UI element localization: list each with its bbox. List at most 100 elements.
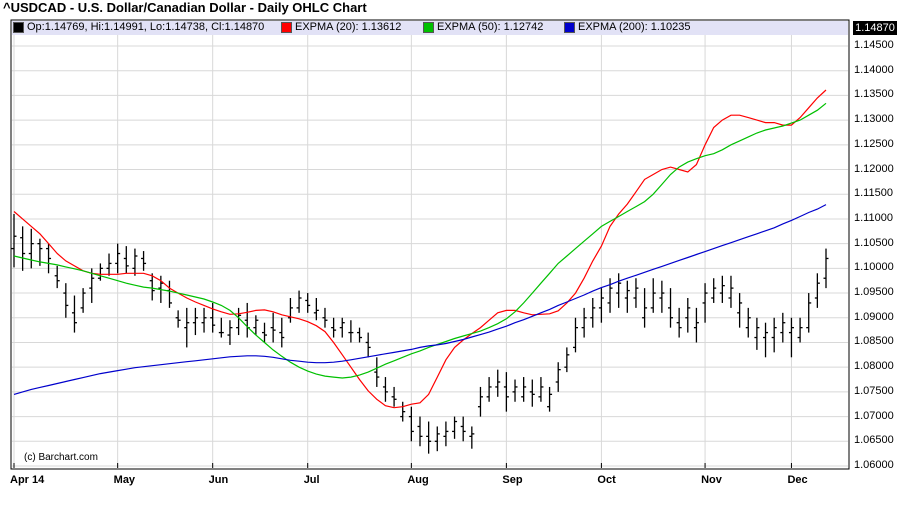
y-tick-label: 1.09000 <box>854 310 894 323</box>
ohlc-bar <box>141 251 147 271</box>
ohlc-bar <box>495 369 501 397</box>
x-tick-label: Apr 14 <box>10 474 45 486</box>
legend-ema50-text: EXPMA (50): 1.12742 <box>437 21 544 33</box>
ohlc-bar <box>382 377 388 402</box>
y-tick-label: 1.09500 <box>854 286 894 299</box>
ohlc-bar <box>331 317 337 338</box>
ohlc-bars <box>11 214 829 454</box>
ohlc-bar <box>754 317 760 350</box>
ohlc-bar <box>374 357 380 387</box>
ohlc-bar <box>668 288 674 328</box>
ohlc-bar <box>728 275 734 308</box>
y-tick-label: 1.14000 <box>854 63 894 76</box>
ohlc-bar <box>693 307 699 343</box>
ohlc-bar <box>201 307 207 333</box>
y-tick-label: 1.11000 <box>854 211 893 224</box>
ema20-swatch-icon <box>281 21 292 33</box>
ohlc-bar <box>624 280 630 313</box>
ohlc-bar <box>702 283 708 323</box>
ohlc-bar <box>54 265 60 289</box>
ohlc-bar <box>642 288 648 328</box>
ohlc-bar <box>538 377 544 402</box>
ohlc-bar <box>192 307 198 336</box>
ohlc-bar <box>210 302 216 333</box>
ohlc-bar <box>564 347 570 373</box>
series-line-expma-50- <box>13 102 827 379</box>
ohlc-bar <box>797 317 803 343</box>
y-tick-label: 1.11500 <box>854 187 893 200</box>
ema50-swatch-icon <box>423 21 434 33</box>
ohlc-bar <box>357 327 363 343</box>
legend-ema200: EXPMA (200): 1.10235 <box>564 21 691 33</box>
ohlc-bar <box>253 315 259 336</box>
y-tick-label: 1.07000 <box>854 409 894 422</box>
ohlc-bar <box>443 421 449 447</box>
ohlc-bar <box>676 307 682 338</box>
ohlc-bar <box>607 278 613 313</box>
ohlc-bar <box>244 302 250 338</box>
x-tick-label: Oct <box>597 474 616 486</box>
ohlc-bar <box>80 288 86 313</box>
ohlc-bar <box>503 372 509 412</box>
ohlc-bar <box>823 248 829 289</box>
x-tick-label: Dec <box>787 474 808 486</box>
legend-bar: Op:1.14769, Hi:1.14991, Lo:1.14738, Cl:1… <box>11 20 849 36</box>
ohlc-bar <box>123 246 129 274</box>
ohlc-bar <box>598 288 604 323</box>
ohlc-bar <box>339 317 345 338</box>
chart-title: ^USDCAD - U.S. Dollar/Canadian Dollar - … <box>3 0 367 15</box>
ohlc-bar <box>555 362 561 392</box>
ohlc-bar <box>175 310 181 328</box>
y-tick-label: 1.10500 <box>854 236 894 249</box>
ohlc-bar <box>89 268 95 303</box>
ohlc-bar <box>633 278 639 308</box>
x-tick-label: Sep <box>502 474 523 486</box>
ohlc-bar <box>685 298 691 333</box>
x-tick-label: Jun <box>208 474 229 486</box>
ema200-swatch-icon <box>564 21 575 33</box>
x-tick-label: Nov <box>701 474 722 486</box>
ohlc-bar <box>11 214 17 268</box>
ohlc-bar <box>521 377 527 402</box>
ohlc-bar <box>270 312 276 343</box>
x-tick-label: May <box>113 474 136 486</box>
y-tick-label: 1.07500 <box>854 384 894 397</box>
ohlc-bar <box>106 253 112 276</box>
legend-ema20-text: EXPMA (20): 1.13612 <box>295 21 402 33</box>
ohlc-bar <box>262 322 268 343</box>
legend-ohlc: Op:1.14769, Hi:1.14991, Lo:1.14738, Cl:1… <box>13 21 264 33</box>
ohlc-bar <box>452 416 458 439</box>
series-line-expma-20- <box>13 89 827 409</box>
ohlc-bar <box>512 379 518 402</box>
ohlc-bar <box>771 317 777 353</box>
ohlc-bar <box>581 307 587 338</box>
ema-lines <box>13 89 827 409</box>
ohlc-bar <box>132 248 138 276</box>
ohlc-bar <box>400 401 406 422</box>
ohlc-bar <box>348 320 354 343</box>
ohlc-bar <box>305 293 311 313</box>
last-price-badge: 1.14870 <box>853 21 897 35</box>
y-tick-label: 1.06000 <box>854 459 894 471</box>
ohlc-bar <box>279 317 285 348</box>
ohlc-bar <box>313 298 319 321</box>
ohlc-bar <box>115 243 121 274</box>
ohlc-bar <box>590 298 596 328</box>
ohlc-bar <box>28 228 34 269</box>
ohlc-bar <box>236 307 242 336</box>
legend-ema200-text: EXPMA (200): 1.10235 <box>578 21 691 33</box>
ohlc-bar <box>20 226 26 271</box>
ohlc-bar <box>149 273 155 301</box>
ohlc-bar <box>469 426 475 449</box>
ohlc-bar <box>322 307 328 328</box>
ohlc-bar <box>417 416 423 447</box>
y-tick-label: 1.13500 <box>854 88 894 101</box>
y-tick-label: 1.06500 <box>854 434 894 447</box>
credit-text: (c) Barchart.com <box>24 452 98 463</box>
x-tick-label: Aug <box>407 474 429 486</box>
ohlc-bar <box>745 307 751 338</box>
y-tick-label: 1.13000 <box>854 113 894 126</box>
ohlc-bar <box>737 293 743 328</box>
ohlc-bar <box>408 406 414 442</box>
